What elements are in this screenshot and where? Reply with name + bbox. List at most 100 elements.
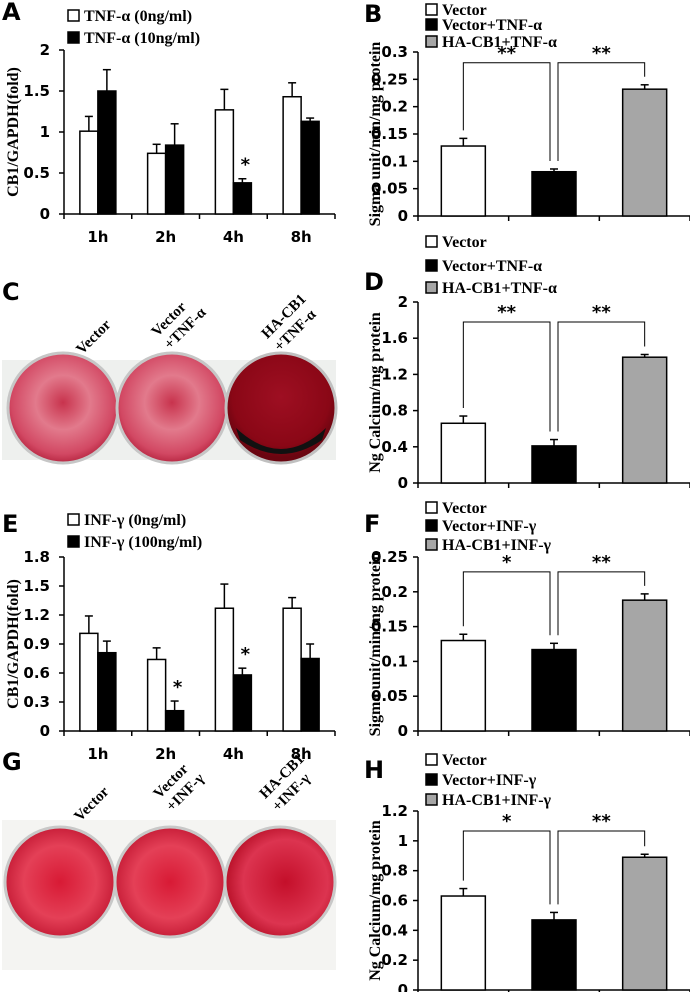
x-tick-label: 2h xyxy=(155,228,176,246)
y-tick-label: 1 xyxy=(40,123,50,141)
significance-mark: ** xyxy=(592,43,611,64)
y-axis-title: Sigma unit/min/mg protein xyxy=(367,552,384,737)
y-tick-label: 0.25 xyxy=(371,70,408,88)
well-C-1 xyxy=(6,351,120,465)
panel-B: B xyxy=(364,0,382,28)
legend-swatch xyxy=(67,31,80,44)
well-G-2 xyxy=(113,825,227,939)
well-C-3 xyxy=(224,351,338,465)
y-tick-label: 0.1 xyxy=(381,652,408,670)
significance-mark: ** xyxy=(497,43,516,64)
legend-label: TNF-α (10ng/ml) xyxy=(84,30,200,47)
y-tick-label: 0.8 xyxy=(381,862,408,880)
legend-label: Vector xyxy=(442,234,487,251)
significance-bracket xyxy=(557,321,646,432)
bar-charts: 0 0.5 1 1.5 2 CB1/GAPDH(fold) 1h 2h 4h 8h * TNF-α (… xyxy=(5,2,690,992)
significance-bracket xyxy=(462,571,551,636)
bar-control-2 xyxy=(214,607,235,732)
legend-swatch xyxy=(67,513,80,526)
y-tick-label: 0 xyxy=(40,722,50,740)
bar-1 xyxy=(531,445,577,484)
bar-2 xyxy=(621,599,668,732)
bar-control-3 xyxy=(282,607,302,732)
x-tick-label: 8h xyxy=(291,745,312,763)
y-tick-label: 0 xyxy=(398,722,408,740)
significance-bracket xyxy=(557,62,646,161)
y-tick-label: 0.4 xyxy=(381,438,408,456)
panel-label-C: C xyxy=(2,278,20,306)
well-G-1 xyxy=(3,825,117,939)
bar-control-1 xyxy=(146,658,167,732)
y-axis-title: CB1/GAPDH(fold) xyxy=(5,67,22,197)
legend-label: Vector+TNF-α xyxy=(442,258,542,275)
x-tick-label: 2h xyxy=(155,745,176,763)
significance-mark: ** xyxy=(592,302,611,323)
panel-label-F: F xyxy=(364,510,380,538)
y-tick-label: 0.05 xyxy=(371,687,408,705)
panel-F: F xyxy=(364,510,380,538)
legend-label: HA-CB1+INF-γ xyxy=(442,792,552,809)
significance-bracket xyxy=(462,62,551,161)
y-tick-label: 0.2 xyxy=(381,583,408,601)
y-tick-label: 0 xyxy=(398,981,408,992)
y-tick-label: 0 xyxy=(398,207,408,225)
significance-mark: * xyxy=(502,811,512,832)
significance-bracket xyxy=(557,830,646,905)
bar-1 xyxy=(531,648,577,732)
y-tick-label: 0.2 xyxy=(381,951,408,969)
chart-D: 0 0.4 0.8 1.2 1.6 2 Ng Calcium/mg protein ** ** V… xyxy=(367,234,690,492)
y-tick-label: 0.5 xyxy=(23,164,50,182)
legend-swatch xyxy=(425,501,438,514)
legend-label: Vector xyxy=(442,752,487,769)
significance-mark: ** xyxy=(592,811,611,832)
bar-1 xyxy=(531,170,577,217)
y-tick-label: 1.5 xyxy=(23,82,50,100)
chart-H: 00.20.40.60.811.2Ng Calcium/mg protein * *… xyxy=(367,752,690,992)
legend-swatch xyxy=(425,35,438,48)
legend-label: HA-CB1+TNF-α xyxy=(442,280,557,297)
y-tick-label: 1.8 xyxy=(23,548,50,566)
panel-label-E: E xyxy=(2,510,18,538)
bar-control-1 xyxy=(146,152,167,215)
panel-label-A: A xyxy=(2,0,21,26)
panel-D: D xyxy=(364,268,384,296)
y-tick-label: 1.2 xyxy=(381,802,408,820)
y-tick-label: 2 xyxy=(398,293,408,311)
y-tick-label: 0.25 xyxy=(371,548,408,566)
legend-label: Vector xyxy=(442,2,487,19)
bar-treated-1 xyxy=(164,709,185,732)
y-tick-label: 0.3 xyxy=(23,693,50,711)
well-label-C-1: Vector xyxy=(74,317,115,358)
x-tick-label: 1h xyxy=(87,228,108,246)
y-tick-label: 0.05 xyxy=(371,180,408,198)
y-tick-label: 0.2 xyxy=(381,98,408,116)
y-axis-title: Ng Calcium/mg protein xyxy=(367,820,384,981)
bar-treated-0 xyxy=(97,90,117,215)
well-C-3-mineral-deposit xyxy=(236,428,326,454)
legend-swatch xyxy=(425,18,438,31)
panel-E: E xyxy=(2,510,18,538)
x-tick-label: 4h xyxy=(223,228,244,246)
well-label-G-1: Vector xyxy=(72,784,113,825)
legend-swatch xyxy=(425,753,438,766)
legend-swatch xyxy=(425,235,438,248)
y-tick-label: 2 xyxy=(40,41,50,59)
significance-mark: ** xyxy=(592,552,611,573)
bar-1 xyxy=(531,919,577,991)
y-axis-title: Ng Calcium/mg protein xyxy=(367,312,384,473)
y-tick-label: 0.6 xyxy=(381,892,408,910)
panel-G: G Vector Vector+INF-γ HA-CB1+INF-γ xyxy=(2,748,337,970)
legend-swatch xyxy=(425,281,438,294)
bar-treated-2 xyxy=(232,182,253,215)
y-tick-label: 0 xyxy=(40,205,50,223)
y-axis-title: Sigma unit/min/mg protein xyxy=(367,42,384,227)
y-tick-label: 0.1 xyxy=(381,152,408,170)
legend-label: Vector+INF-γ xyxy=(442,772,537,789)
well-C-2 xyxy=(115,351,229,465)
significance-bracket xyxy=(462,830,551,905)
legend-swatch xyxy=(425,259,438,272)
x-tick-label: 8h xyxy=(291,228,312,246)
bar-treated-2 xyxy=(232,674,253,732)
